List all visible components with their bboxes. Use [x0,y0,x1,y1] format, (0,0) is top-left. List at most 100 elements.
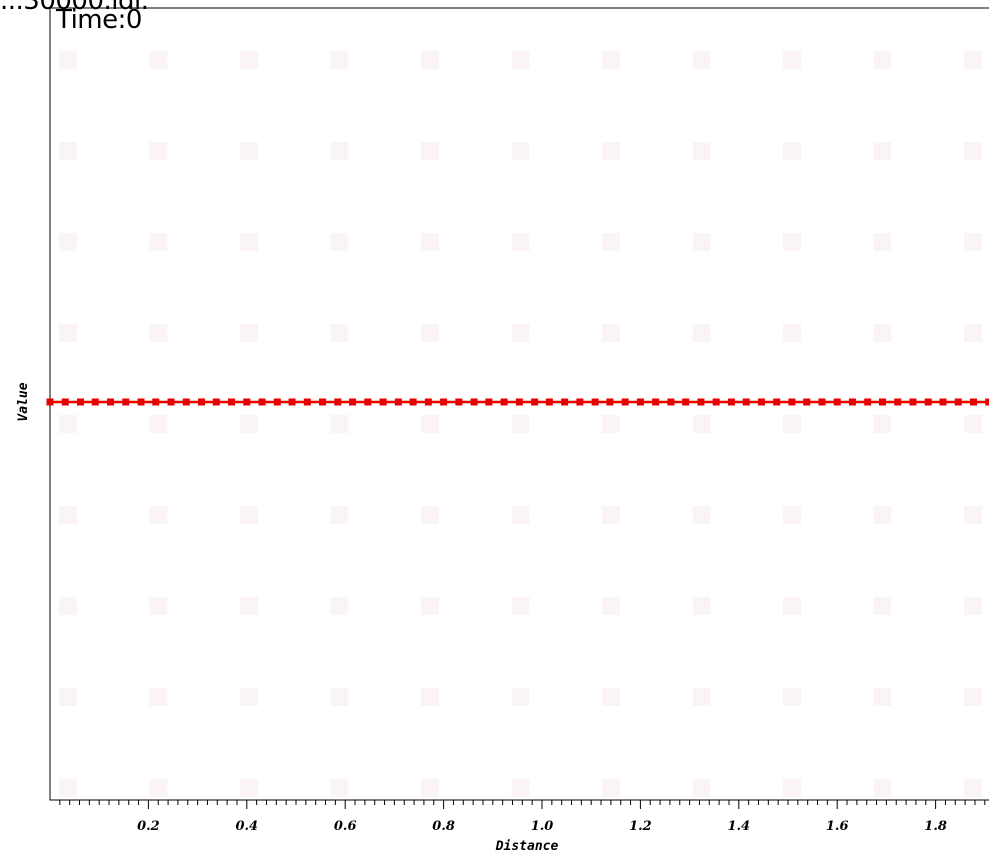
background-dot [240,51,258,69]
background-dot [783,779,801,797]
data-point [107,398,115,406]
data-point [409,398,417,406]
background-dot [330,688,349,706]
data-point [576,398,584,406]
data-point [606,398,614,406]
background-dot [602,506,620,524]
data-point [727,398,735,406]
background-dot [692,415,711,433]
data-point [212,398,220,406]
background-dot [149,779,168,797]
data-point [288,398,296,406]
background-dot [964,779,982,797]
background-dot [330,506,349,524]
background-dot [783,688,801,706]
data-point [91,398,99,406]
data-point [985,398,989,406]
background-dot [149,688,168,706]
background-dot [964,324,982,342]
background-dot [511,506,530,524]
background-dot [240,597,258,615]
background-dot [149,597,168,615]
data-point [909,398,917,406]
data-point [243,398,251,406]
background-dot [149,51,168,69]
data-point [954,398,962,406]
background-dot [602,597,620,615]
data-point [697,398,705,406]
background-dot [964,597,982,615]
y-axis-title: Value [16,382,31,421]
x-tick-label: 1.8 [924,819,947,834]
data-point [455,398,463,406]
data-point [303,398,311,406]
background-dot [240,779,258,797]
background-dot [692,142,711,160]
background-dot [421,688,439,706]
data-point [818,398,826,406]
data-point [969,398,977,406]
data-point [424,398,432,406]
background-dot [964,506,982,524]
background-dot [240,415,258,433]
data-point [682,398,690,406]
data-point [470,398,478,406]
data-point [61,398,69,406]
background-dot [692,506,711,524]
data-point [334,398,342,406]
background-dot [602,415,620,433]
background-dot [240,142,258,160]
background-dot [330,142,349,160]
background-dot [964,415,982,433]
data-point [394,398,402,406]
background-dot [421,233,439,251]
data-point [500,398,508,406]
data-point [878,398,886,406]
x-tick-label: 0.8 [432,819,455,834]
series-layer [46,398,989,406]
data-point [833,398,841,406]
data-point [788,398,796,406]
background-dot [59,688,77,706]
x-tick-label: 1.6 [826,819,849,834]
data-point [182,398,190,406]
background-dot [330,324,349,342]
data-point [652,398,660,406]
background-dot [692,233,711,251]
time-label: Time:0 [56,5,142,35]
background-dot [240,233,258,251]
background-dot [59,506,77,524]
background-dot [602,142,620,160]
background-dot [873,233,892,251]
data-point [561,398,569,406]
background-dot [421,415,439,433]
background-dot [964,142,982,160]
background-dot [873,779,892,797]
background-dot [330,597,349,615]
background-dot [59,324,77,342]
data-point [515,398,523,406]
data-point [848,398,856,406]
data-point [924,398,932,406]
background-dot [783,51,801,69]
data-point [757,398,765,406]
data-point [894,398,902,406]
x-tick-label: 1.2 [629,819,652,834]
data-point [636,398,644,406]
background-dot [149,233,168,251]
data-point [46,398,54,406]
background-dot [330,415,349,433]
data-point [803,398,811,406]
background-dot [511,688,530,706]
x-axis-title: Distance [495,839,559,854]
background-dot [240,324,258,342]
background-dot [602,51,620,69]
background-dot [421,142,439,160]
background-dot [964,233,982,251]
background-dot [873,51,892,69]
background-dot [783,597,801,615]
background-dot [511,142,530,160]
background-dot [783,324,801,342]
data-point [122,398,130,406]
background-dot [873,597,892,615]
